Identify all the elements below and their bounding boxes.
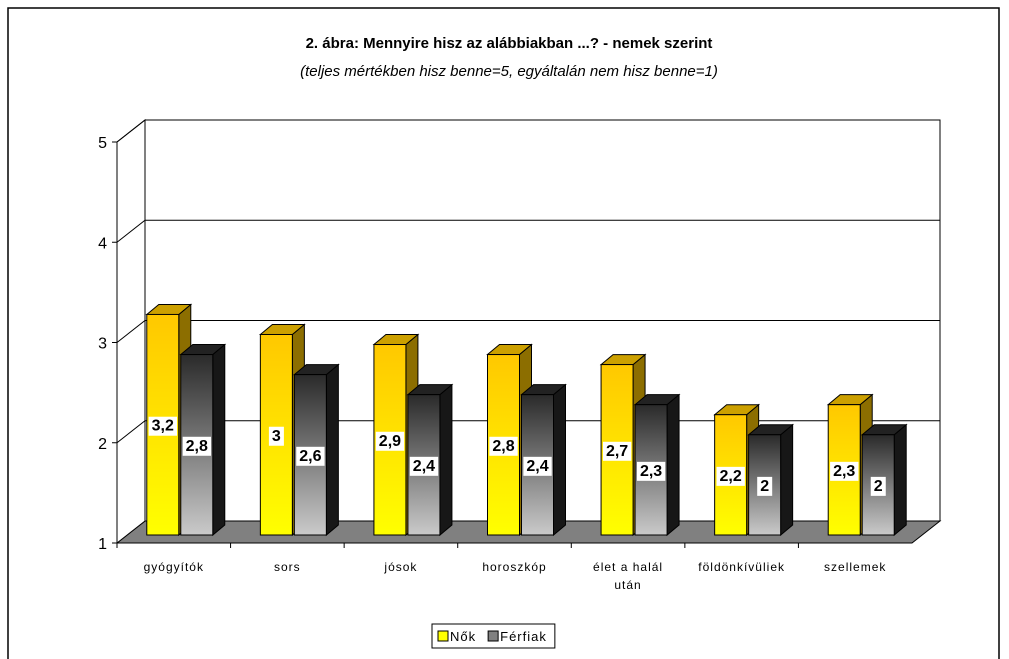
- y-tick-label: 3: [98, 336, 107, 353]
- value-label-group: 2,8: [182, 436, 212, 456]
- value-label-group: 2,2: [716, 466, 745, 486]
- value-label-group: 3: [268, 426, 284, 446]
- x-tick-label: élet a halál után: [593, 560, 664, 592]
- x-tick-label: horoszkóp: [482, 560, 547, 574]
- value-label-group: 2: [870, 476, 886, 496]
- value-label-box: [409, 456, 439, 476]
- value-label: 3: [272, 428, 281, 445]
- value-label: 2,3: [640, 463, 662, 480]
- value-label-box: [602, 441, 632, 461]
- grid-line: [116, 320, 940, 343]
- value-label: 2,7: [606, 443, 628, 460]
- value-label-box: [636, 461, 666, 481]
- bar-side: [439, 383, 453, 537]
- grid-line: [116, 119, 940, 143]
- value-label-box: [523, 456, 552, 476]
- grid-line: [116, 219, 940, 243]
- value-label-box: [716, 466, 745, 486]
- legend: Nők Férfiak: [431, 623, 556, 649]
- value-label-group: 3,2: [148, 416, 178, 436]
- value-label: 2,8: [186, 438, 208, 455]
- y-tick-label: 5: [98, 135, 107, 152]
- y-tick-label: 2: [98, 436, 107, 453]
- value-label-box: [268, 426, 284, 446]
- x-tick-label: szellemek: [824, 560, 887, 574]
- value-label-group: 2,8: [489, 436, 518, 456]
- bar-side: [666, 393, 680, 537]
- value-label: 2,3: [833, 463, 855, 480]
- value-label-box: [148, 416, 178, 436]
- value-label: 2,4: [413, 458, 435, 475]
- value-label-box: [757, 476, 773, 496]
- value-label-group: 2,3: [830, 461, 859, 481]
- bar-side: [212, 343, 226, 537]
- value-label-box: [296, 446, 325, 466]
- legend-swatch: [437, 630, 449, 642]
- legend-label: Férfiak: [500, 629, 547, 644]
- x-tick-label: gyógyítók: [143, 560, 204, 574]
- bar-side: [893, 423, 907, 537]
- value-label-group: 2,9: [375, 431, 405, 451]
- value-label-group: 2,7: [602, 441, 632, 461]
- value-label: 2,4: [526, 458, 548, 475]
- value-label-group: 2,4: [523, 456, 552, 476]
- y-tick-label: 1: [98, 536, 107, 553]
- y-tick-label: 4: [98, 235, 107, 252]
- bar-side: [553, 383, 566, 537]
- value-label: 2,8: [492, 438, 514, 455]
- value-label: 3,2: [152, 418, 174, 435]
- value-label-box: [375, 431, 405, 451]
- legend-swatch: [487, 630, 499, 642]
- value-label-box: [870, 476, 886, 496]
- value-label-group: 2,3: [636, 461, 666, 481]
- chart-title: 2. ábra: Mennyire hisz az alábbiakban ..…: [306, 35, 713, 52]
- bar-side: [325, 363, 339, 537]
- value-label: 2: [760, 478, 769, 495]
- value-label-group: 2: [757, 476, 773, 496]
- legend-label: Nők: [450, 629, 476, 644]
- value-label-group: 2,4: [409, 456, 439, 476]
- chart-subtitle: (teljes mértékben hisz benne=5, egyáltal…: [300, 63, 718, 80]
- value-label-box: [489, 436, 518, 456]
- value-label-box: [182, 436, 212, 456]
- value-label: 2: [874, 478, 883, 495]
- value-label: 2,2: [720, 468, 742, 485]
- x-tick-label: sors: [274, 560, 301, 574]
- x-tick-label: jósok: [384, 560, 418, 574]
- value-label-group: 2,6: [296, 446, 325, 466]
- value-label: 2,9: [379, 433, 401, 450]
- bar-side: [780, 423, 794, 537]
- value-label-box: [830, 461, 859, 481]
- x-tick-label: földönkívüliek: [698, 560, 785, 574]
- value-label: 2,6: [299, 448, 321, 465]
